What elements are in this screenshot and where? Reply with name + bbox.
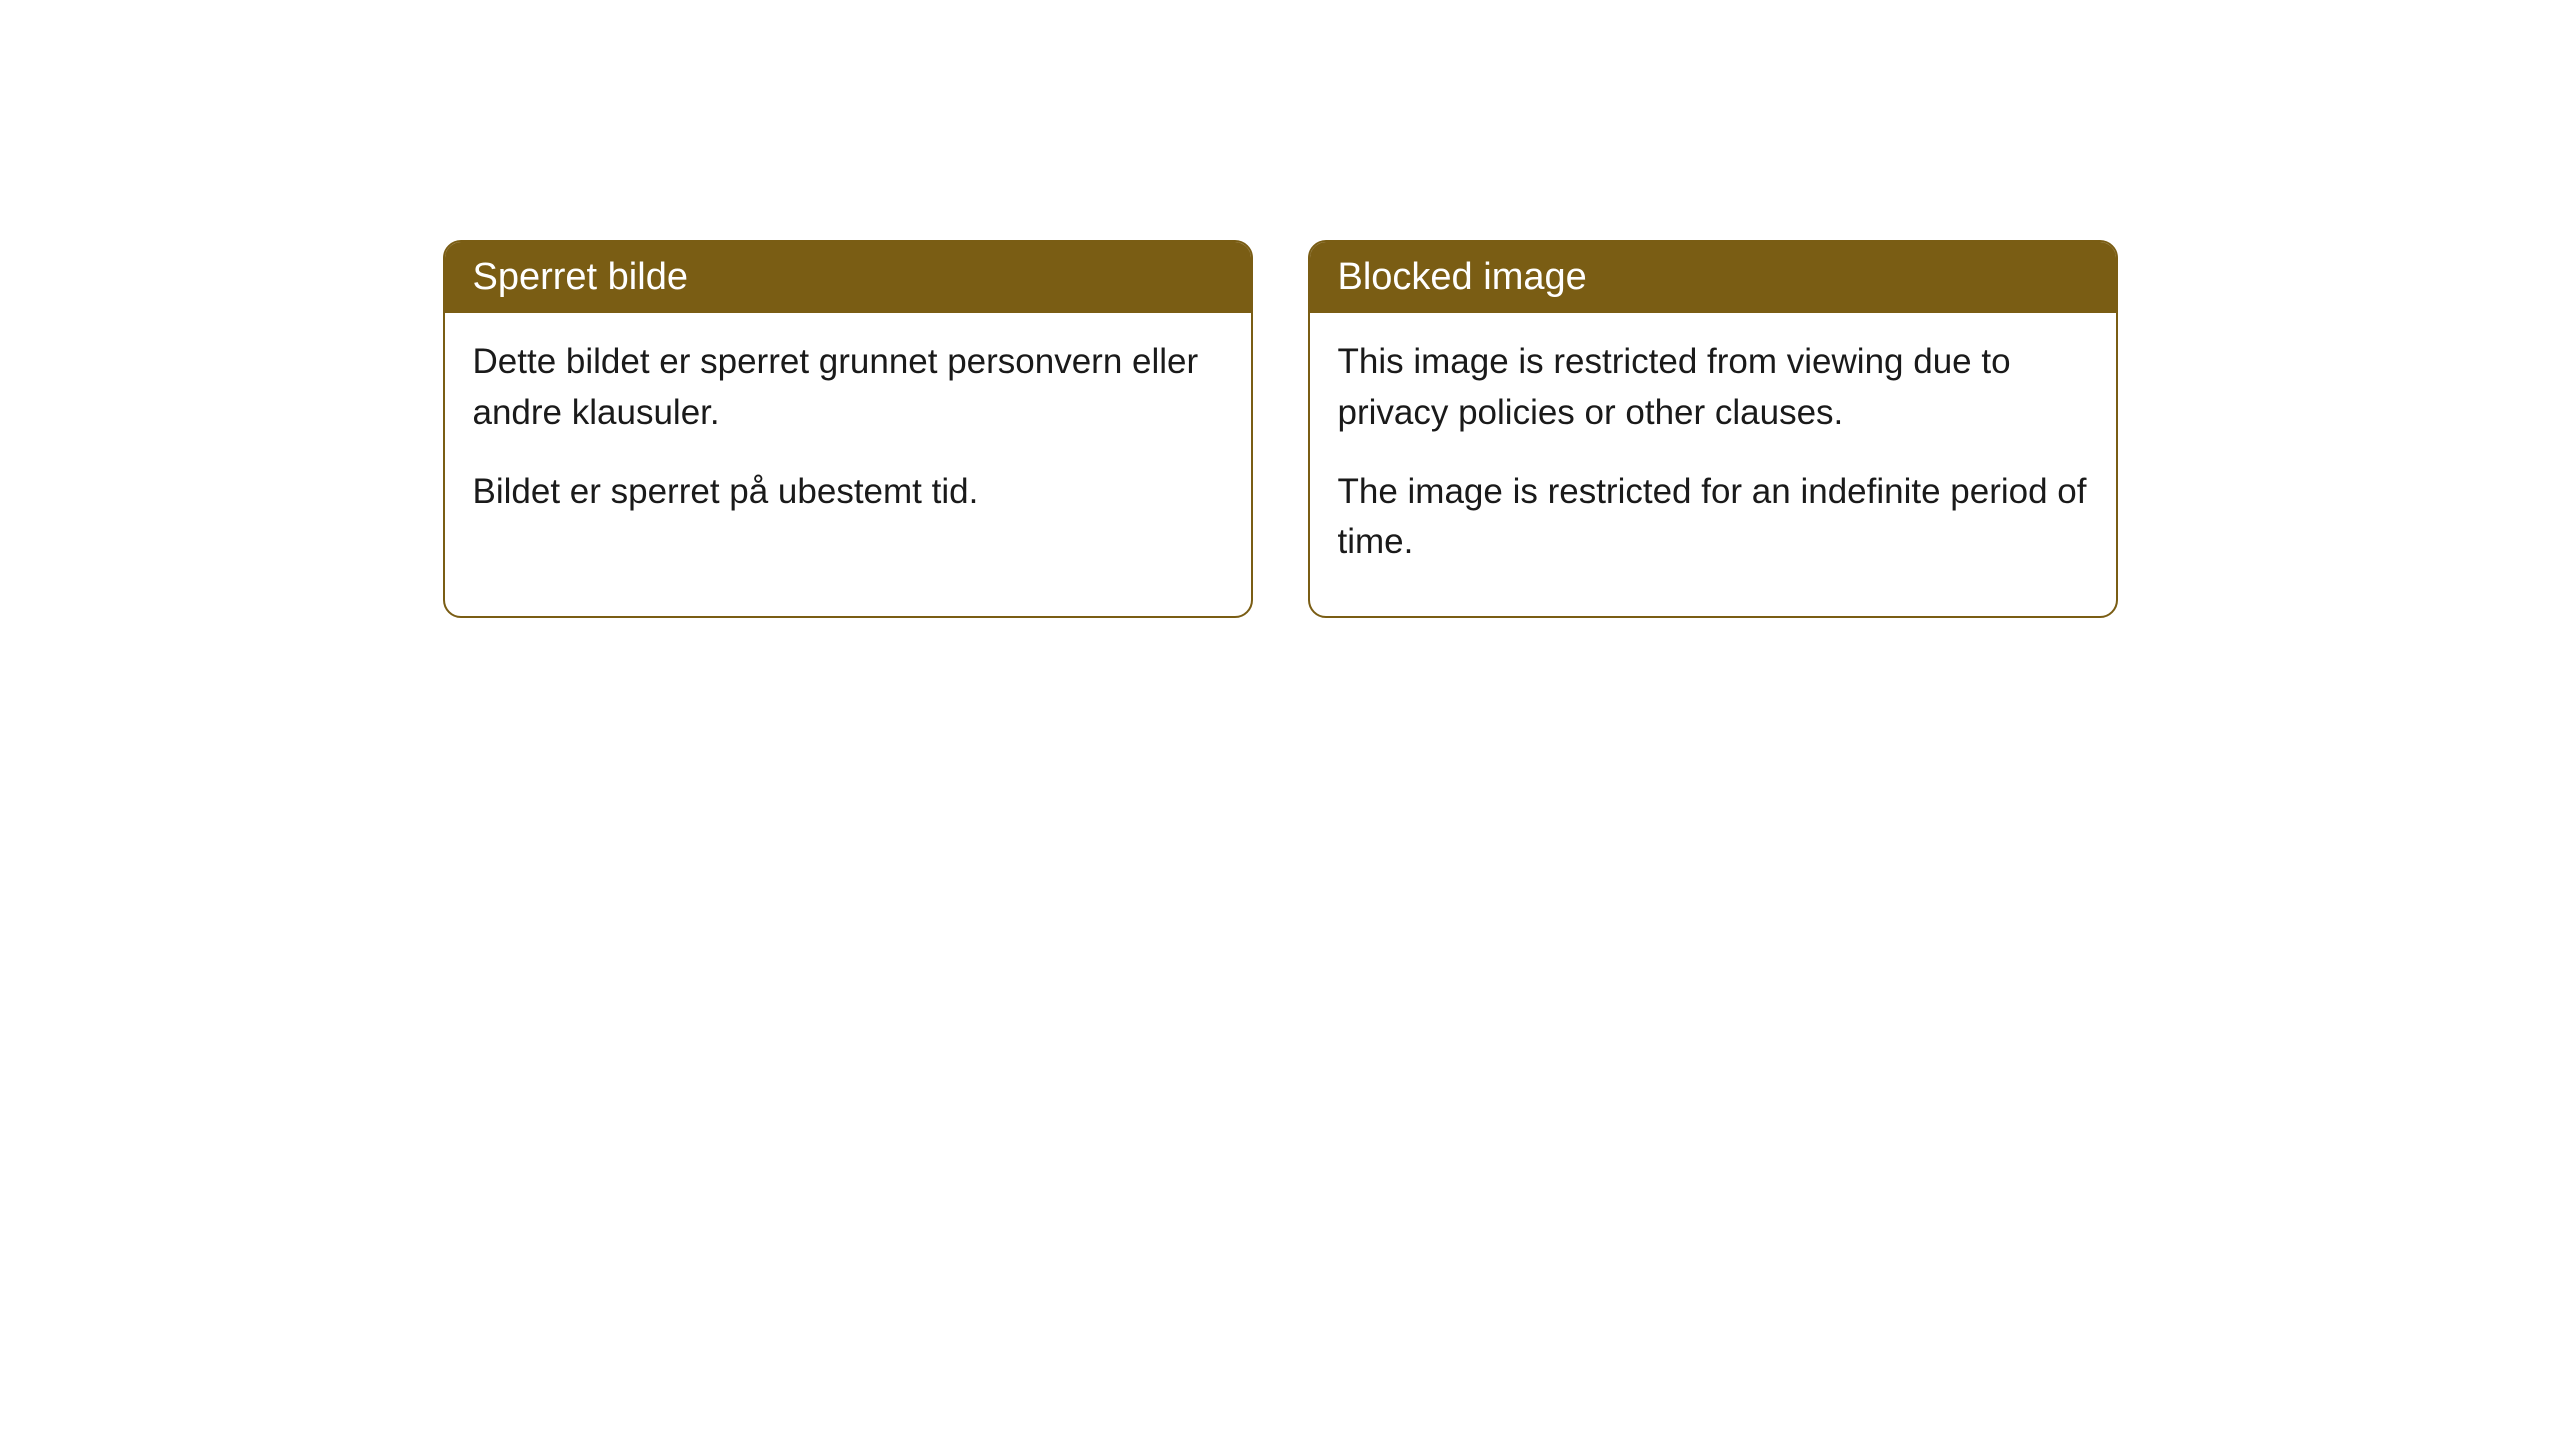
card-header-english: Blocked image: [1310, 242, 2116, 313]
card-title: Sperret bilde: [473, 256, 688, 298]
card-paragraph: Dette bildet er sperret grunnet personve…: [473, 337, 1223, 439]
blocked-image-card-norwegian: Sperret bilde Dette bildet er sperret gr…: [443, 240, 1253, 618]
card-body-english: This image is restricted from viewing du…: [1310, 313, 2116, 616]
notice-cards-container: Sperret bilde Dette bildet er sperret gr…: [443, 240, 2118, 618]
card-paragraph: Bildet er sperret på ubestemt tid.: [473, 467, 1223, 518]
blocked-image-card-english: Blocked image This image is restricted f…: [1308, 240, 2118, 618]
card-title: Blocked image: [1338, 256, 1587, 298]
card-paragraph: The image is restricted for an indefinit…: [1338, 467, 2088, 569]
card-header-norwegian: Sperret bilde: [445, 242, 1251, 313]
card-body-norwegian: Dette bildet er sperret grunnet personve…: [445, 313, 1251, 565]
card-paragraph: This image is restricted from viewing du…: [1338, 337, 2088, 439]
